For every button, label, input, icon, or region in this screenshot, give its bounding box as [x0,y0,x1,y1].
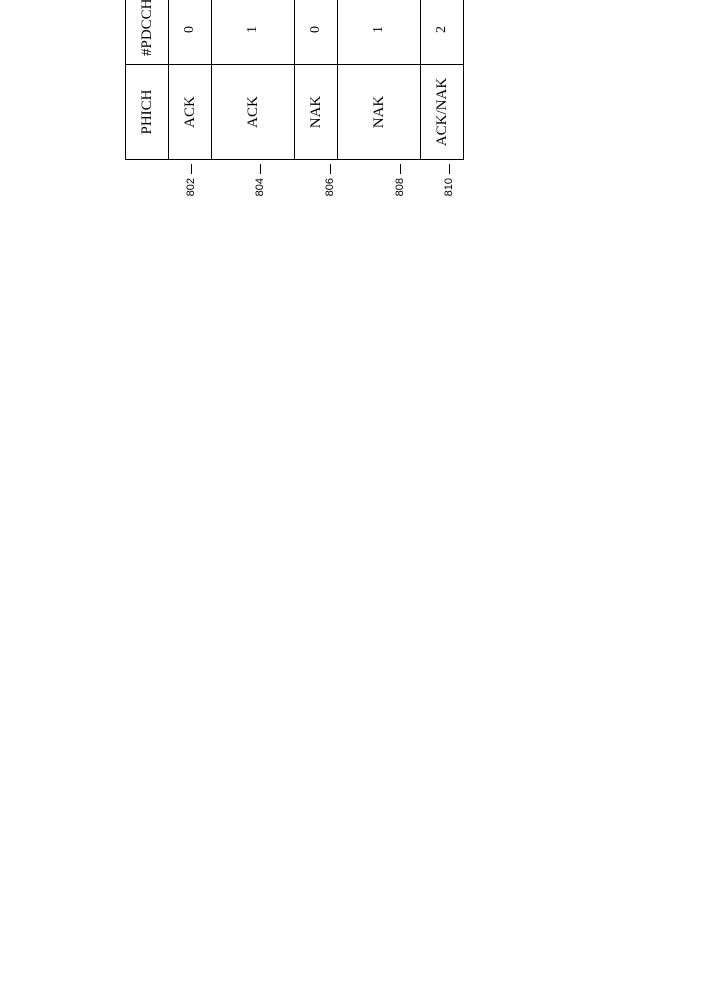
row-ref-label: 802 [185,178,197,208]
table-row: ACK 0 Отложить обе UL-передачи [169,0,212,160]
cell-phich: ACK/NAK [421,65,464,160]
row-ref-tick-icon [260,164,261,174]
row-ref-tick-icon [191,164,192,174]
cell-pdcch: 0 [295,0,338,65]
page: 11/16 800 PHICH #PDCCH Поведение UE ACK [0,0,706,999]
cell-pdcch: 1 [338,0,421,65]
row-ref-label: 810 [443,178,455,208]
cell-phich: NAK [295,65,338,160]
table-row: ACK 1 Отложить одну из UL-передач (напри… [212,0,295,160]
table-row: NAK 0 Повторно передать оба подкадра [295,0,338,160]
cell-phich: ACK [169,65,212,160]
col-header-phich: PHICH [126,65,169,160]
cell-pdcch: 2 [421,0,464,65]
cell-phich: ACK [212,65,295,160]
table-header-row: PHICH #PDCCH Поведение UE [126,0,169,160]
row-ref-tick-icon [400,164,401,174]
col-header-pdcch: #PDCCH [126,0,169,65]
cell-pdcch: 1 [212,0,295,65]
figure-caption: ФИГ.8 [495,0,511,160]
table-row: NAK 1 Повторно передать одну из UL-перед… [338,0,421,160]
figure-800: 800 PHICH #PDCCH Поведение UE ACK 0 Отл [125,0,464,160]
row-ref-label: 804 [254,178,266,208]
cell-pdcch: 0 [169,0,212,65]
row-ref-label: 806 [324,178,336,208]
table-row: ACK/NAK 2 Передать оба подкадра на основ… [421,0,464,160]
behavior-table: PHICH #PDCCH Поведение UE ACK 0 Отложить… [125,0,464,160]
row-ref-tick-icon [330,164,331,174]
row-ref-tick-icon [449,164,450,174]
row-ref-label: 808 [394,178,406,208]
cell-phich: NAK [338,65,421,160]
